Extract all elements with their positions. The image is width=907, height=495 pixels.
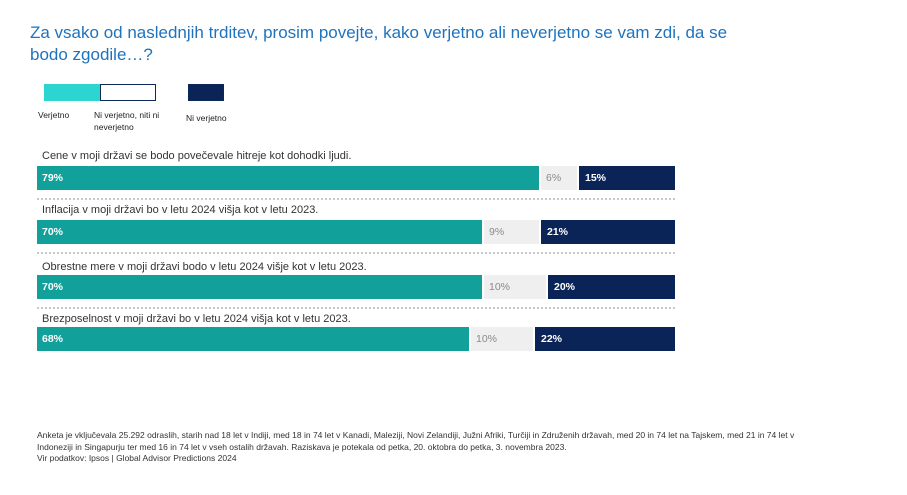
bar-label: 70% — [42, 226, 64, 238]
legend-label-unlikely: Ni verjetno — [186, 113, 227, 123]
footnote-line: Anketa je vključevala 25.292 odraslih, s… — [37, 430, 795, 440]
bar-unlikely: 15% — [579, 166, 675, 190]
legend-swatch-neutral — [100, 84, 156, 101]
row-divider — [37, 307, 675, 309]
bar-unlikely: 21% — [541, 220, 675, 244]
bar-neutral: 10% — [484, 275, 546, 299]
row-label: Obrestne mere v moji državi bodo v letu … — [42, 261, 367, 273]
bar-row: 70% 10% 20% — [37, 275, 675, 299]
bar-label: 22% — [541, 333, 563, 345]
bar-label: 10% — [476, 333, 498, 345]
bar-row: 70% 9% 21% — [37, 220, 675, 244]
row-label: Brezposelnost v moji državi bo v letu 20… — [42, 313, 351, 325]
chart-title: Za vsako od naslednjih trditev, prosim p… — [30, 23, 728, 64]
bar-label: 70% — [42, 281, 64, 293]
row-divider — [37, 252, 675, 254]
bar-neutral: 10% — [471, 327, 533, 351]
legend-label-neutral: Ni verjetno, niti ni neverjetno — [94, 110, 160, 132]
bar-label: 9% — [489, 226, 505, 238]
source-line: Vir podatkov: Ipsos | Global Advisor Pre… — [37, 453, 237, 463]
bar-likely: 70% — [37, 220, 482, 244]
row-divider — [37, 198, 675, 200]
bar-label: 15% — [585, 172, 607, 184]
footnote-line: Indoneziji in Singapurju ter med 16 in 7… — [37, 441, 567, 452]
bar-label: 20% — [554, 281, 576, 293]
bar-likely: 68% — [37, 327, 469, 351]
legend-swatch-likely — [44, 84, 100, 101]
bar-label: 68% — [42, 333, 64, 345]
legend-swatch-unlikely — [188, 84, 224, 101]
row-label: Cene v moji državi se bodo povečevale hi… — [42, 150, 352, 162]
bar-likely: 70% — [37, 275, 482, 299]
bar-row: 79% 6% 15% — [37, 166, 675, 190]
bar-row: 68% 10% 22% — [37, 327, 675, 351]
footnote: Anketa je vključevala 25.292 odraslih, s… — [37, 430, 857, 465]
bar-unlikely: 20% — [548, 275, 675, 299]
bar-label: 21% — [547, 226, 569, 238]
bar-unlikely: 22% — [535, 327, 675, 351]
bar-neutral: 6% — [541, 166, 577, 190]
bar-label: 6% — [546, 172, 562, 184]
bar-neutral: 9% — [484, 220, 539, 244]
row-label: Inflacija v moji državi bo v letu 2024 v… — [42, 204, 319, 216]
bar-label: 79% — [42, 172, 64, 184]
bar-label: 10% — [489, 281, 511, 293]
legend-label-likely: Verjetno — [38, 110, 70, 120]
bar-likely: 79% — [37, 166, 539, 190]
